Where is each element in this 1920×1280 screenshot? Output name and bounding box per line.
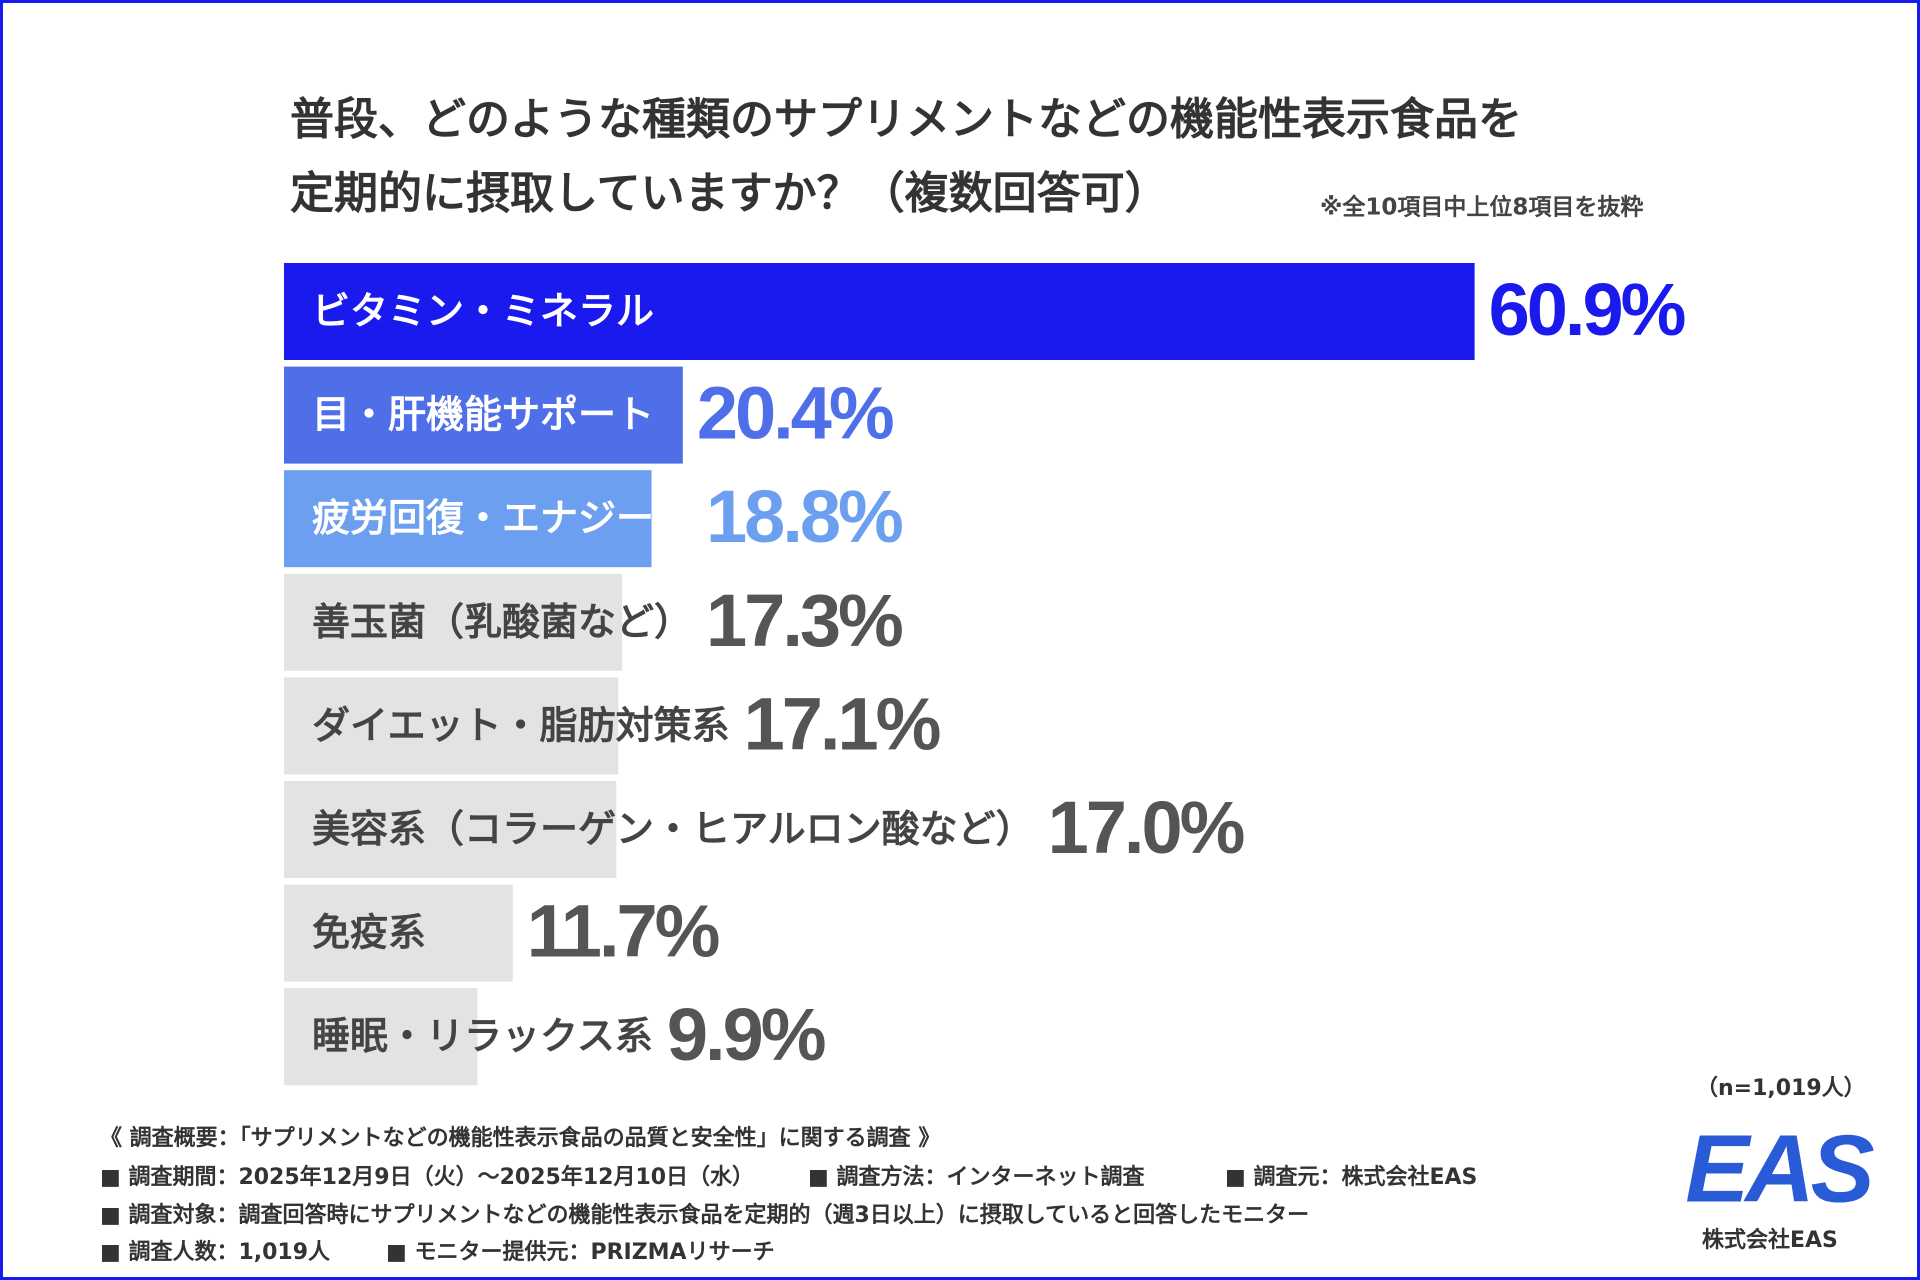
logo-company: 株式会社EAS: [1702, 1227, 1838, 1253]
footer-item: ■ 調査人数：1,019人: [100, 1239, 330, 1265]
bar: [284, 988, 478, 1086]
footer-heading: 《 調査概要：「サプリメントなどの機能性表示食品の品質と安全性」に関する調査 》: [100, 1125, 940, 1151]
value-label: 20.4%: [697, 372, 893, 455]
bar: [284, 781, 617, 878]
bar: [284, 470, 652, 568]
value-label: 11.7%: [527, 890, 719, 973]
value-label: 17.3%: [706, 579, 902, 662]
category-label: 善玉菌（乳酸菌など）: [312, 600, 692, 644]
bar: [284, 884, 513, 982]
footer-item: ■ 調査期間：2025年12月9日（火）～2025年12月10日（水）: [100, 1164, 754, 1190]
footer-item: ■ モニター提供元：PRIZMAリサーチ: [386, 1239, 775, 1265]
sample-size: （n=1,019人）: [1696, 1076, 1866, 1101]
value-label: 17.1%: [744, 682, 940, 765]
value-label: 9.9%: [667, 993, 825, 1076]
footer-item: ■ 調査対象：調査回答時にサプリメントなどの機能性表示食品を定期的（週3日以上）…: [100, 1202, 1309, 1228]
logo-mark: EAS: [1685, 1115, 1874, 1222]
value-label: 60.9%: [1489, 268, 1685, 351]
bar: [284, 263, 1475, 360]
footer-item: ■ 調査元：株式会社EAS: [1225, 1164, 1477, 1190]
bar: [284, 573, 623, 671]
value-label: 17.0%: [1048, 786, 1244, 869]
chart-title: 普段、どのような種類のサプリメントなどの機能性表示食品を: [290, 94, 1522, 145]
category-label: 睡眠・リラックス系: [312, 1014, 653, 1058]
category-label: 免疫系: [312, 911, 426, 955]
bar: [284, 677, 619, 775]
category-label: ダイエット・脂肪対策系: [312, 703, 730, 747]
bar: [284, 366, 683, 464]
category-label: 美容系（コラーゲン・ヒアルロン酸など）: [312, 807, 1034, 851]
category-label: 目・肝機能サポート: [312, 393, 654, 437]
chart-title: 定期的に摂取していますか？（複数回答可）: [290, 168, 1169, 219]
value-label: 18.8%: [706, 475, 902, 558]
note: ※全10項目中上位8項目を抜粋: [1320, 194, 1643, 221]
category-label: 疲労回復・エナジー系: [312, 496, 692, 540]
category-label: ビタミン・ミネラル: [312, 289, 654, 333]
footer-item: ■ 調査方法：インターネット調査: [808, 1164, 1145, 1190]
